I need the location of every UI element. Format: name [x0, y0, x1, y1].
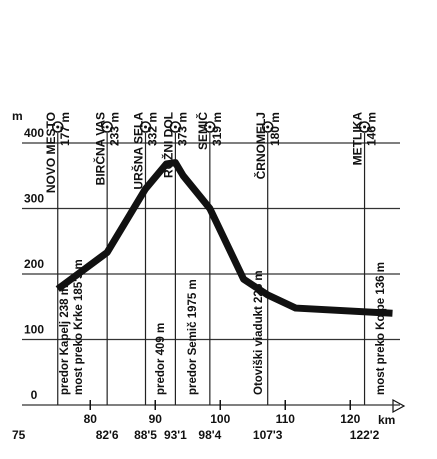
- station-name: METLIKA: [351, 112, 365, 166]
- annotation: most preko Krke 185'9 m: [73, 259, 85, 395]
- y-tick-label: 300: [24, 192, 44, 206]
- station-dot: [266, 125, 270, 129]
- station-elevation: 332 m: [146, 112, 160, 146]
- annotation: Otoviški viadukt 225 m: [253, 270, 265, 395]
- station-dot: [173, 125, 177, 129]
- elevation-profile: [55, 159, 393, 317]
- station-km: 122'2: [350, 428, 380, 442]
- x-axis-label: km: [378, 413, 395, 427]
- x-tick-label: 100: [210, 412, 230, 426]
- annotation: predor Semič 1975 m: [187, 279, 199, 395]
- station-name: NOVO MESTO: [44, 112, 58, 193]
- axis-arrow: [392, 398, 406, 414]
- station-dot: [56, 125, 60, 129]
- station-name: BIRČNA VAS: [92, 112, 107, 185]
- x-tick-label: 120: [340, 412, 360, 426]
- station-km: 93'1: [164, 428, 187, 442]
- annotation: predor Kapelj 238 m: [59, 285, 71, 395]
- y-axis-label: m: [12, 109, 23, 123]
- station-km: 98'4: [198, 428, 221, 442]
- station-km: 88'5: [134, 428, 157, 442]
- station-dot: [144, 125, 147, 129]
- station-name: URŠNA SELA: [131, 112, 146, 190]
- station-elevation: 146 m: [365, 112, 379, 146]
- station-km: 107'3: [253, 428, 283, 442]
- station-km: 75: [12, 428, 26, 442]
- station-elevation: 177 m: [58, 112, 72, 146]
- station-elevation: 233 m: [107, 112, 121, 146]
- annotation: predor 409 m: [155, 323, 167, 395]
- y-tick-label: 200: [24, 257, 44, 271]
- station-dot: [363, 125, 367, 129]
- station-dot: [208, 125, 212, 129]
- y-tick-label: 400: [24, 126, 44, 140]
- y-tick-label: 0: [31, 388, 38, 402]
- station-km: 82'6: [96, 428, 119, 442]
- x-tick-label: 110: [276, 412, 296, 426]
- station-name: SEMIČ: [195, 112, 210, 150]
- station-elevation: 319 m: [210, 112, 224, 146]
- y-tick-label: 100: [24, 323, 44, 337]
- station-elevation: 373 m: [176, 112, 190, 146]
- x-tick-label: 90: [149, 412, 163, 426]
- station-dot: [105, 125, 109, 129]
- station-elevation: 180 m: [268, 112, 282, 146]
- x-tick-label: 80: [84, 412, 98, 426]
- annotation: most preko Kolpe 136 m: [375, 262, 387, 395]
- station-name: ČRNOMELJ: [253, 112, 268, 179]
